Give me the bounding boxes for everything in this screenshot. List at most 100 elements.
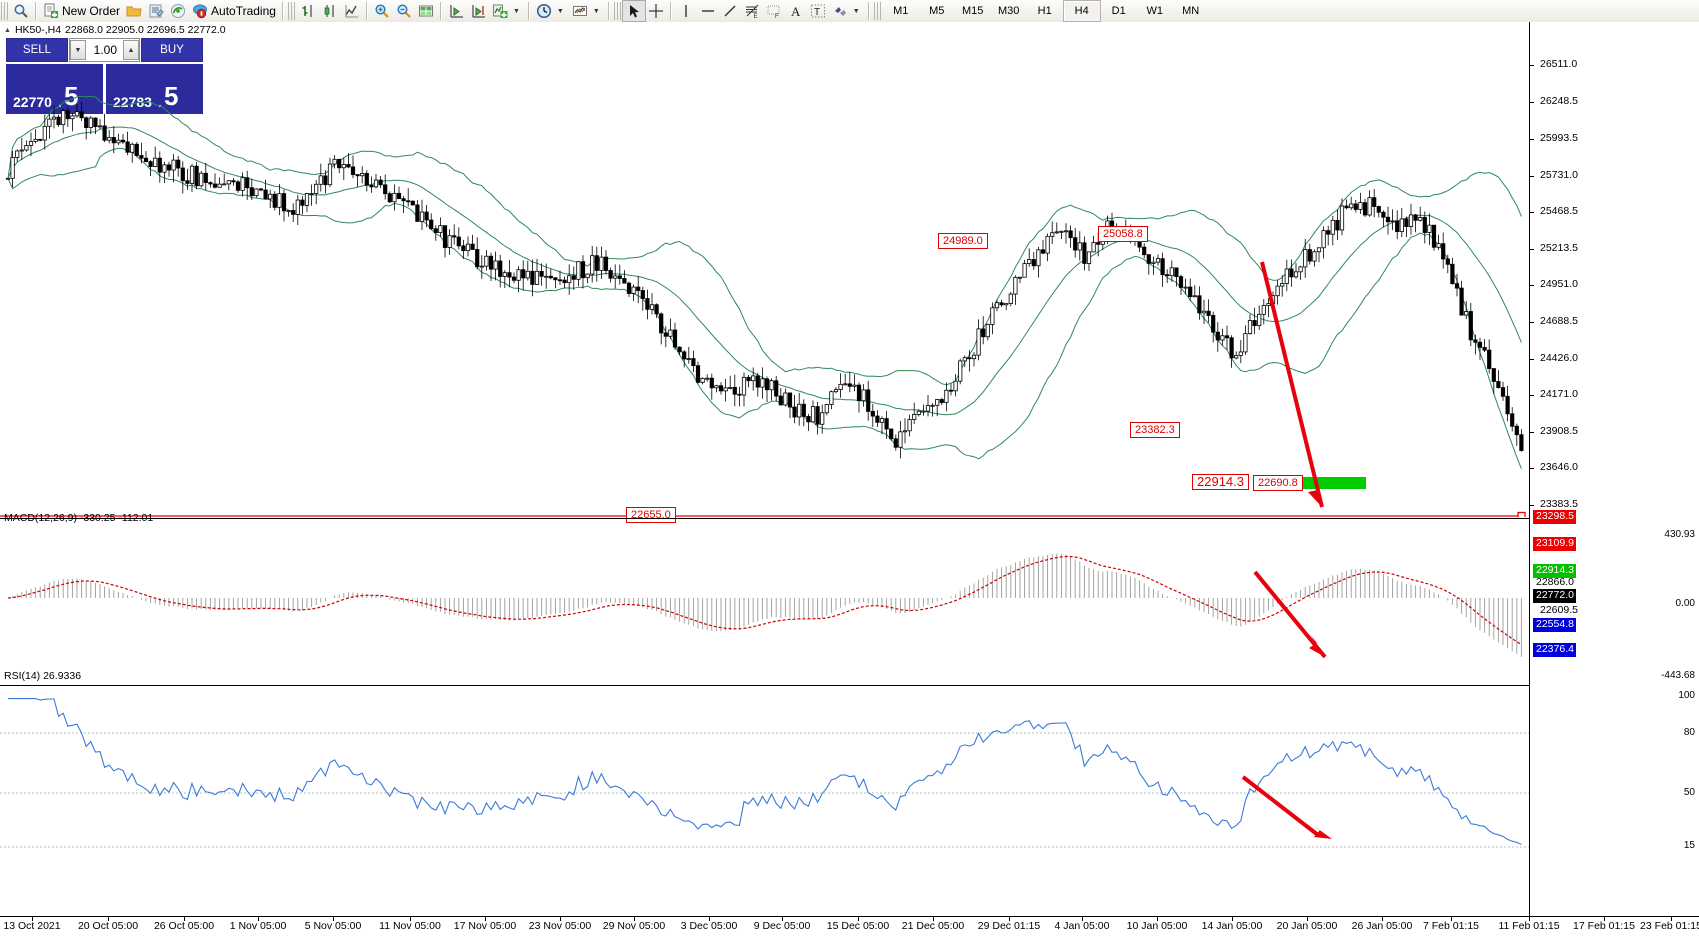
timeframe-m30[interactable]: M30 — [998, 5, 1020, 17]
candle-body — [475, 249, 480, 268]
grid-icon[interactable] — [415, 1, 437, 21]
lower-band-2-marker[interactable]: 22376.4 — [1533, 643, 1576, 657]
candle-body — [1155, 258, 1161, 263]
macd-canvas[interactable] — [0, 522, 1529, 677]
volume-input[interactable]: 1.00 — [93, 43, 117, 57]
price-label-22655[interactable]: 22655.0 — [626, 507, 676, 523]
current-price-marker[interactable]: 22772.0 — [1533, 589, 1576, 603]
candle-body — [484, 255, 489, 267]
toolbar-grip-2[interactable] — [287, 2, 295, 20]
sell-price-cell[interactable]: 22770 . 5 — [6, 64, 103, 114]
candle-body — [916, 410, 921, 415]
auto-scroll-icon[interactable] — [445, 1, 467, 21]
toolbar-grip-3[interactable] — [613, 2, 621, 20]
one-click-trading-panel[interactable]: SELL ▼ 1.00 ▲ BUY 22770 . 5 22783 . 5 — [6, 38, 203, 114]
time-axis-label: 14 Jan 05:00 — [1201, 920, 1263, 932]
candle-body — [217, 183, 222, 188]
shapes-icon[interactable]: ▼ — [829, 1, 865, 21]
metaeditor-icon[interactable] — [145, 1, 167, 21]
toolbar-separator-2 — [281, 2, 284, 20]
templates-icon[interactable]: ▼ — [569, 1, 605, 21]
resistance-level-2-marker[interactable]: 23109.9 — [1533, 537, 1576, 551]
price-chart-canvas[interactable] — [0, 22, 1529, 517]
indicators-icon[interactable]: ▼ — [489, 1, 525, 21]
folder-icon[interactable] — [123, 1, 145, 21]
signals-icon[interactable] — [167, 1, 189, 21]
candle-body — [847, 383, 852, 387]
candle-body — [548, 275, 553, 279]
support-level-marker[interactable]: 22914.3 — [1533, 564, 1576, 578]
chevron-down-icon[interactable]: ▼ — [512, 7, 520, 15]
candle-body — [268, 193, 273, 200]
zoom-in-icon[interactable] — [371, 1, 393, 21]
search-icon[interactable] — [10, 1, 32, 21]
price-label-23382[interactable]: 23382.3 — [1130, 422, 1180, 438]
rsi-canvas[interactable] — [0, 687, 1529, 927]
toolbar-grip[interactable] — [1, 2, 8, 20]
timeframe-w1[interactable]: W1 — [1146, 5, 1163, 17]
trendline-icon[interactable] — [719, 1, 741, 21]
new-order-button[interactable]: New Order — [40, 1, 123, 21]
horizontal-line-icon[interactable] — [697, 1, 719, 21]
timeframe-d1[interactable]: D1 — [1111, 5, 1126, 17]
chart-shift-icon[interactable] — [467, 1, 489, 21]
price-label-22914-chart[interactable]: 22914.3 — [1192, 474, 1249, 490]
candle-body — [939, 399, 944, 403]
candle-body — [985, 323, 990, 338]
clock-icon[interactable]: ▼ — [533, 1, 569, 21]
candle-body — [1381, 211, 1386, 218]
level-handle[interactable] — [1517, 511, 1526, 518]
price-label-22690[interactable]: 22690.8 — [1253, 475, 1303, 491]
channel-icon[interactable]: F — [763, 1, 785, 21]
price-axis-tick-label: 24688.5 — [1540, 315, 1578, 327]
chevron-down-icon-4[interactable]: ▼ — [852, 7, 860, 15]
text-icon[interactable]: A — [785, 1, 807, 21]
lower-band-marker[interactable]: 22554.8 — [1533, 618, 1576, 632]
price-axis-tick-mark — [1530, 139, 1534, 140]
chevron-down-icon-3[interactable]: ▼ — [592, 7, 600, 15]
cursor-icon[interactable] — [621, 0, 646, 22]
volume-increase-button[interactable]: ▲ — [123, 40, 139, 60]
timeframe-m1[interactable]: M1 — [893, 5, 909, 17]
tick-label-22866[interactable]: 22866.0 — [1536, 576, 1574, 588]
zoom-out-icon[interactable] — [393, 1, 415, 21]
resistance-level-marker[interactable]: 23298.5 — [1533, 510, 1576, 524]
buy-button[interactable]: BUY — [141, 38, 203, 62]
timeframe-h1[interactable]: H1 — [1037, 5, 1052, 17]
candle-body — [737, 393, 742, 396]
chart-area[interactable]: ▲ HK50-,H4 22868.0 22905.0 22696.5 22772… — [0, 22, 1699, 938]
crosshair-icon[interactable] — [645, 1, 667, 21]
candle-body — [709, 377, 714, 389]
timeframe-mn[interactable]: MN — [1182, 5, 1200, 17]
candle-body — [861, 389, 866, 402]
candle-body — [562, 279, 567, 284]
candle-body — [893, 438, 898, 448]
toolbar-grip-4[interactable] — [873, 2, 881, 20]
fibonacci-icon[interactable]: E — [741, 1, 763, 21]
toolbar-separator-6 — [607, 2, 610, 20]
candle-body — [824, 404, 829, 414]
line-chart-icon[interactable] — [341, 1, 363, 21]
vertical-line-icon[interactable] — [675, 1, 697, 21]
bollinger-band-path — [7, 126, 1522, 416]
timeframe-h4[interactable]: H4 — [1062, 0, 1101, 22]
timeframe-m15[interactable]: M15 — [962, 5, 984, 17]
candle-body — [649, 304, 655, 310]
price-axis-tick-label: 25993.5 — [1540, 132, 1578, 144]
candle-body — [396, 192, 402, 200]
timeframe-m5[interactable]: M5 — [929, 5, 945, 17]
price-label-25058[interactable]: 25058.8 — [1098, 226, 1148, 242]
sell-button[interactable]: SELL — [6, 38, 68, 62]
candle-body — [1422, 217, 1427, 233]
bar-chart-icon[interactable] — [297, 1, 319, 21]
chevron-down-icon-2[interactable]: ▼ — [556, 7, 564, 15]
autotrading-button[interactable]: AutoTrading — [189, 1, 279, 21]
collapse-triangle-icon[interactable]: ▲ — [4, 26, 11, 34]
volume-stepper[interactable]: ▼ 1.00 ▲ — [69, 38, 140, 62]
toolbar-separator-3 — [365, 2, 368, 20]
candlestick-chart-icon[interactable] — [319, 1, 341, 21]
price-axis-tick-mark — [1530, 432, 1534, 433]
text-label-icon[interactable]: T — [807, 1, 829, 21]
price-label-24989[interactable]: 24989.0 — [938, 233, 988, 249]
volume-decrease-button[interactable]: ▼ — [70, 40, 86, 60]
